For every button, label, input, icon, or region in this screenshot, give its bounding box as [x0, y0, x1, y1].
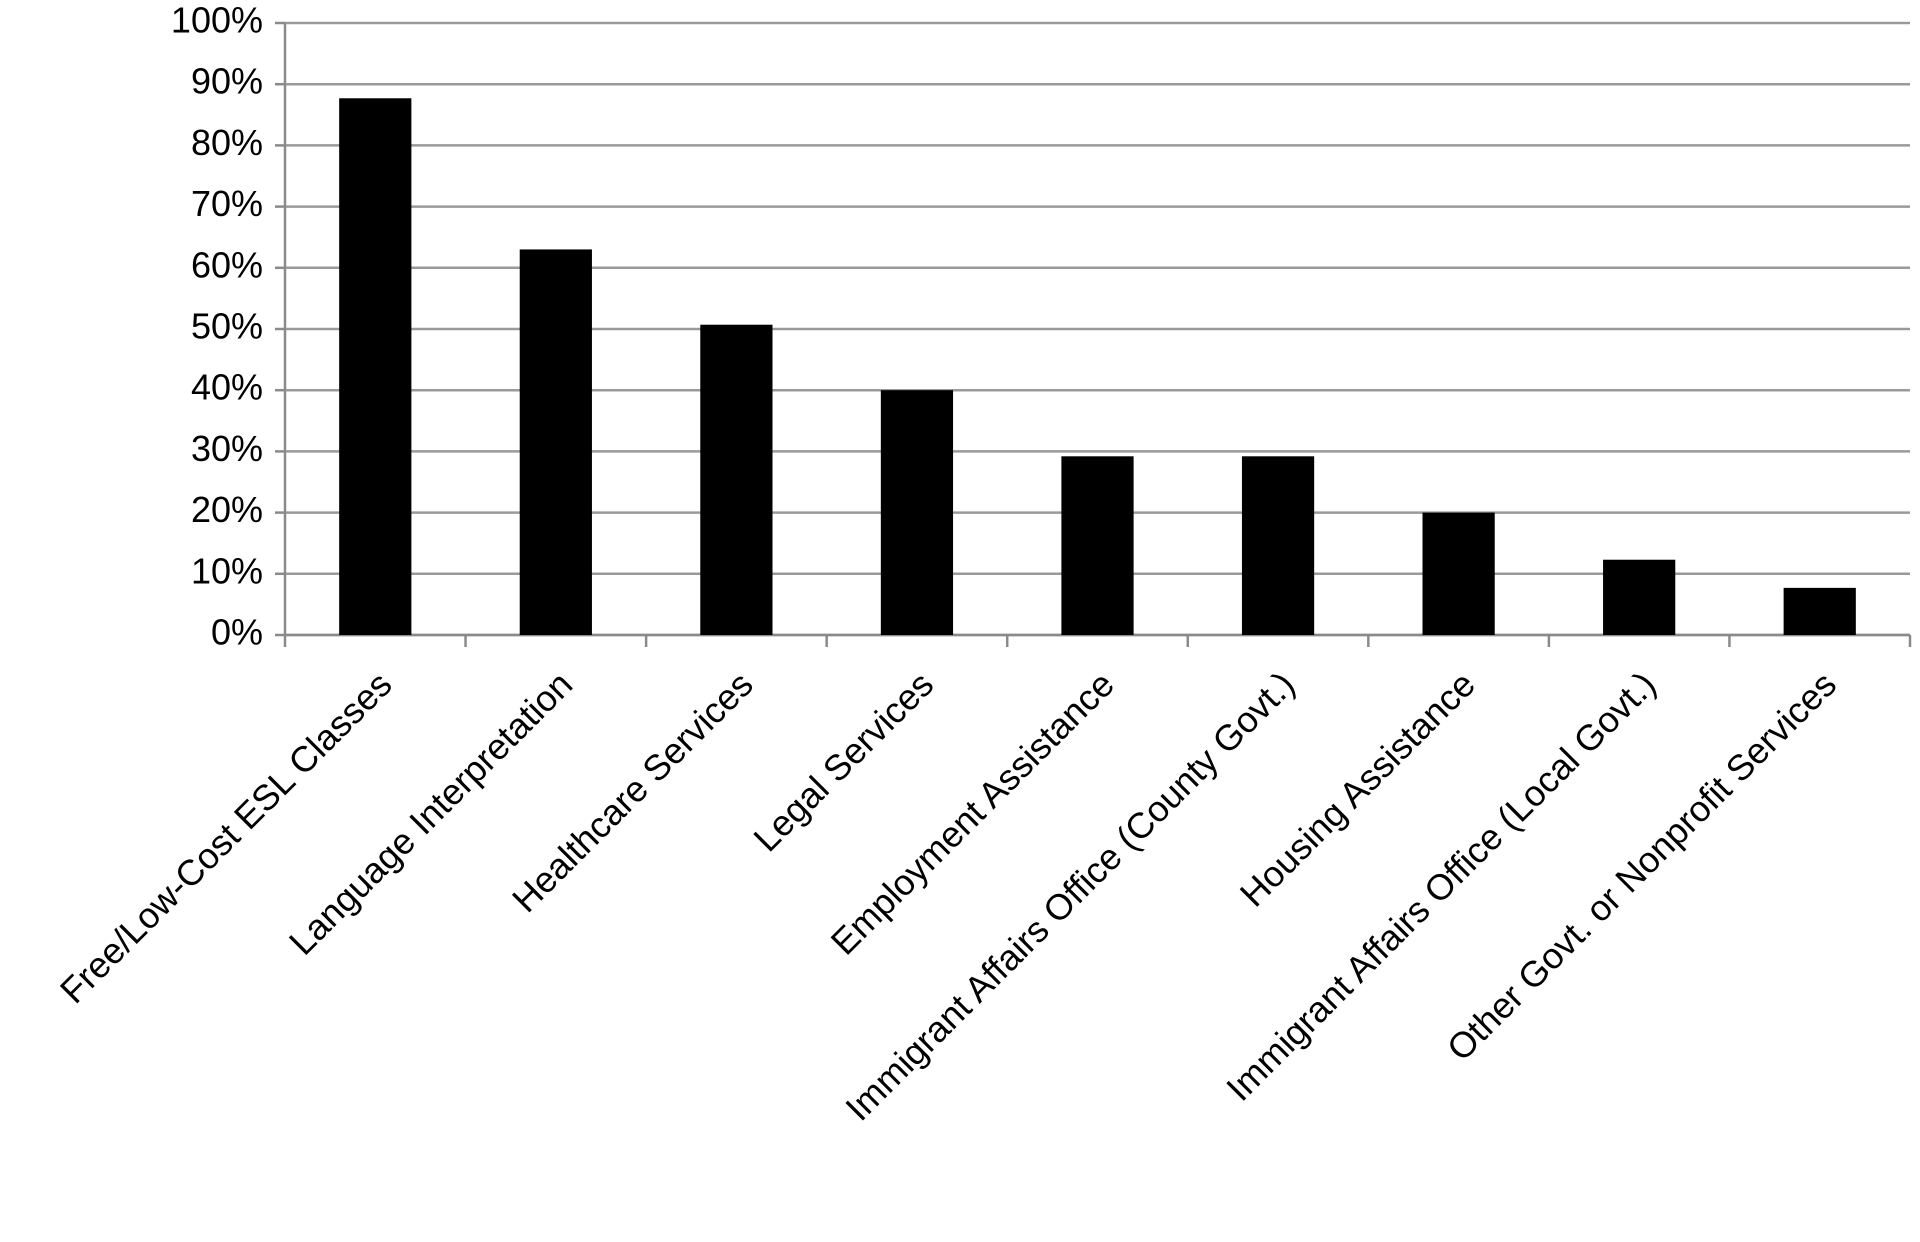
bar	[1241, 456, 1315, 635]
y-tick-label: 60%	[191, 244, 263, 285]
bar	[700, 324, 773, 635]
y-tick-label: 70%	[191, 183, 263, 224]
bar	[1603, 559, 1676, 635]
x-tick-label: Other Govt. or Nonprofit Services	[1439, 663, 1844, 1068]
bar	[519, 249, 592, 635]
y-tick-label: 80%	[191, 122, 263, 163]
bar	[1061, 456, 1134, 635]
bar	[339, 98, 412, 635]
bar	[1783, 587, 1856, 635]
y-tick-label: 50%	[191, 306, 263, 347]
x-tick-label: Legal Services	[745, 663, 941, 859]
y-tick-label: 20%	[191, 489, 263, 530]
bar	[1422, 512, 1495, 635]
y-tick-label: 90%	[191, 61, 263, 102]
x-tick-label: Free/Low-Cost ESL Classes	[52, 663, 400, 1011]
y-tick-label: 30%	[191, 428, 263, 469]
y-tick-label: 0%	[211, 612, 263, 653]
y-tick-label: 40%	[191, 367, 263, 408]
y-tick-label: 100%	[171, 0, 263, 41]
y-tick-label: 10%	[191, 550, 263, 591]
bar	[880, 390, 954, 635]
